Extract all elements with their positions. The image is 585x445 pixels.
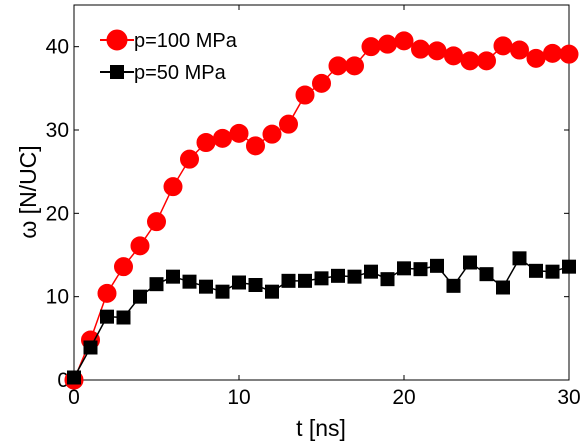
- data-point: [444, 46, 463, 66]
- legend-marker-p50: [110, 65, 124, 79]
- data-point: [430, 258, 444, 273]
- data-point: [512, 251, 527, 266]
- data-point: [380, 272, 395, 287]
- data-point: [133, 289, 147, 304]
- legend-label-p50: p=50 MPa: [134, 62, 227, 84]
- data-point: [510, 40, 529, 60]
- data-point: [163, 177, 183, 197]
- data-point: [281, 273, 296, 288]
- data-point: [543, 43, 562, 63]
- data-point: [394, 31, 414, 51]
- data-point: [116, 310, 131, 325]
- data-point: [378, 34, 397, 54]
- data-point: [413, 262, 428, 277]
- data-point: [496, 280, 510, 295]
- data-point: [562, 259, 576, 274]
- x-tick-label: 10: [227, 386, 250, 409]
- data-point: [265, 284, 279, 299]
- y-tick-label: 20: [46, 202, 69, 225]
- data-point: [529, 263, 543, 278]
- y-tick-label: 40: [46, 36, 69, 59]
- data-point: [479, 267, 494, 282]
- data-point: [196, 133, 216, 152]
- data-point: [347, 269, 362, 284]
- data-point: [199, 279, 213, 294]
- data-point: [213, 128, 232, 148]
- data-point: [314, 271, 329, 286]
- data-point: [246, 136, 265, 156]
- data-point: [229, 123, 249, 143]
- data-point: [331, 268, 345, 283]
- data-point: [526, 48, 546, 68]
- legend-label-p100: p=100 MPa: [134, 30, 238, 52]
- data-point: [149, 277, 164, 292]
- data-point: [493, 36, 513, 56]
- y-tick-label: 10: [46, 286, 69, 309]
- legend: p=100 MPa p=50 MPa: [100, 29, 238, 84]
- data-point: [215, 284, 230, 299]
- data-point: [147, 212, 166, 232]
- data-point: [477, 51, 496, 71]
- data-point: [295, 85, 315, 105]
- data-point: [262, 124, 282, 144]
- data-point: [182, 274, 197, 289]
- data-point: [166, 269, 180, 284]
- y-tick-label: 30: [46, 119, 69, 142]
- data-point: [364, 264, 378, 279]
- data-point: [427, 41, 447, 61]
- data-point: [232, 275, 246, 290]
- series-0: [64, 31, 579, 390]
- data-point: [130, 236, 150, 256]
- data-point: [279, 114, 298, 134]
- x-axis-title: t [ns]: [296, 415, 346, 441]
- data-point: [312, 73, 331, 93]
- series-layer: [64, 31, 579, 390]
- series-1: [67, 251, 576, 385]
- y-axis-title: ω [N/UC]: [15, 145, 41, 238]
- data-point: [180, 149, 199, 169]
- data-point: [345, 56, 364, 76]
- data-point: [397, 261, 411, 276]
- data-point: [446, 278, 461, 293]
- data-point: [298, 273, 312, 288]
- y-tick-label: 0: [57, 369, 69, 392]
- x-tick-label: 0: [68, 386, 80, 409]
- data-point: [100, 309, 114, 324]
- data-point: [559, 44, 579, 64]
- plot-area-frame: [73, 4, 570, 381]
- data-point: [248, 278, 263, 292]
- data-point: [411, 39, 430, 59]
- x-tick-label: 30: [557, 386, 580, 409]
- x-tick-label: 20: [392, 386, 415, 409]
- data-point: [67, 370, 81, 385]
- data-point: [463, 255, 477, 270]
- data-point: [97, 283, 117, 303]
- data-point: [83, 340, 98, 355]
- data-point: [328, 56, 348, 76]
- legend-marker-p100: [106, 29, 128, 51]
- data-point: [460, 51, 480, 71]
- axis-ticks: 0 10 20 30 0 10 20 30 40: [46, 5, 581, 409]
- data-point: [114, 257, 133, 277]
- data-point: [361, 37, 381, 57]
- data-point: [545, 264, 560, 279]
